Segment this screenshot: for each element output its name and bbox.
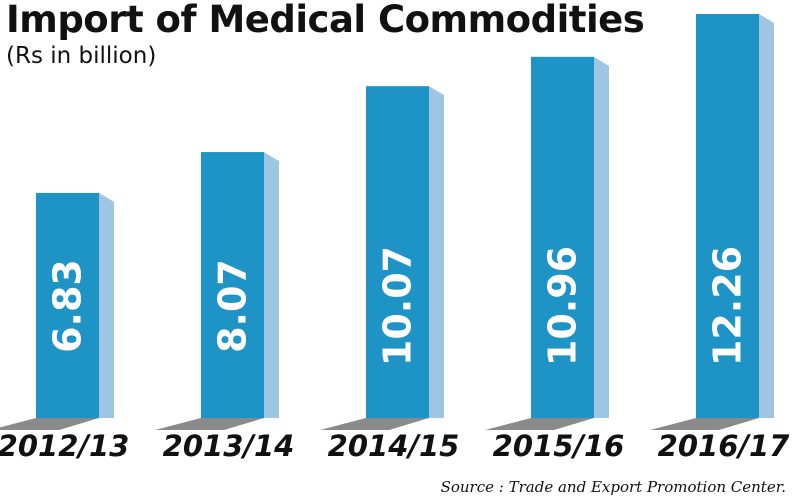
value-label-1: 6.83 [46,259,90,353]
bar-side-2 [264,152,279,418]
bar-shadow-4 [485,418,594,430]
bar-side-5 [759,14,774,418]
bar-2013/14 [201,152,264,418]
value-label-4: 10.96 [541,246,585,366]
category-label-3: 2014/15 [328,429,460,463]
category-label-2: 2013/14 [163,429,295,463]
bar-side-4 [594,56,609,418]
bar-shadow-1 [0,418,99,430]
bar-shadow-5 [650,418,759,430]
chart-subtitle: (Rs in billion) [6,43,157,69]
bar-side-3 [429,86,444,419]
bar-2014/15 [366,86,429,419]
bar-shadow-3 [320,418,429,430]
bar-2016/17 [696,14,759,418]
value-label-2: 8.07 [211,259,255,353]
category-label-4: 2015/16 [493,429,625,463]
bar-2012/13 [36,192,99,418]
bar-2015/16 [531,56,594,418]
bar-shadow-2 [155,418,264,430]
source-note: Source : Trade and Export Promotion Cent… [440,478,786,496]
value-label-5: 12.26 [706,246,750,366]
value-label-3: 10.07 [376,246,420,366]
category-label-1: 2012/13 [0,429,129,463]
category-label-5: 2016/17 [658,429,790,463]
bar-side-1 [99,192,114,418]
chart-title: Import of Medical Commodities [6,0,645,41]
